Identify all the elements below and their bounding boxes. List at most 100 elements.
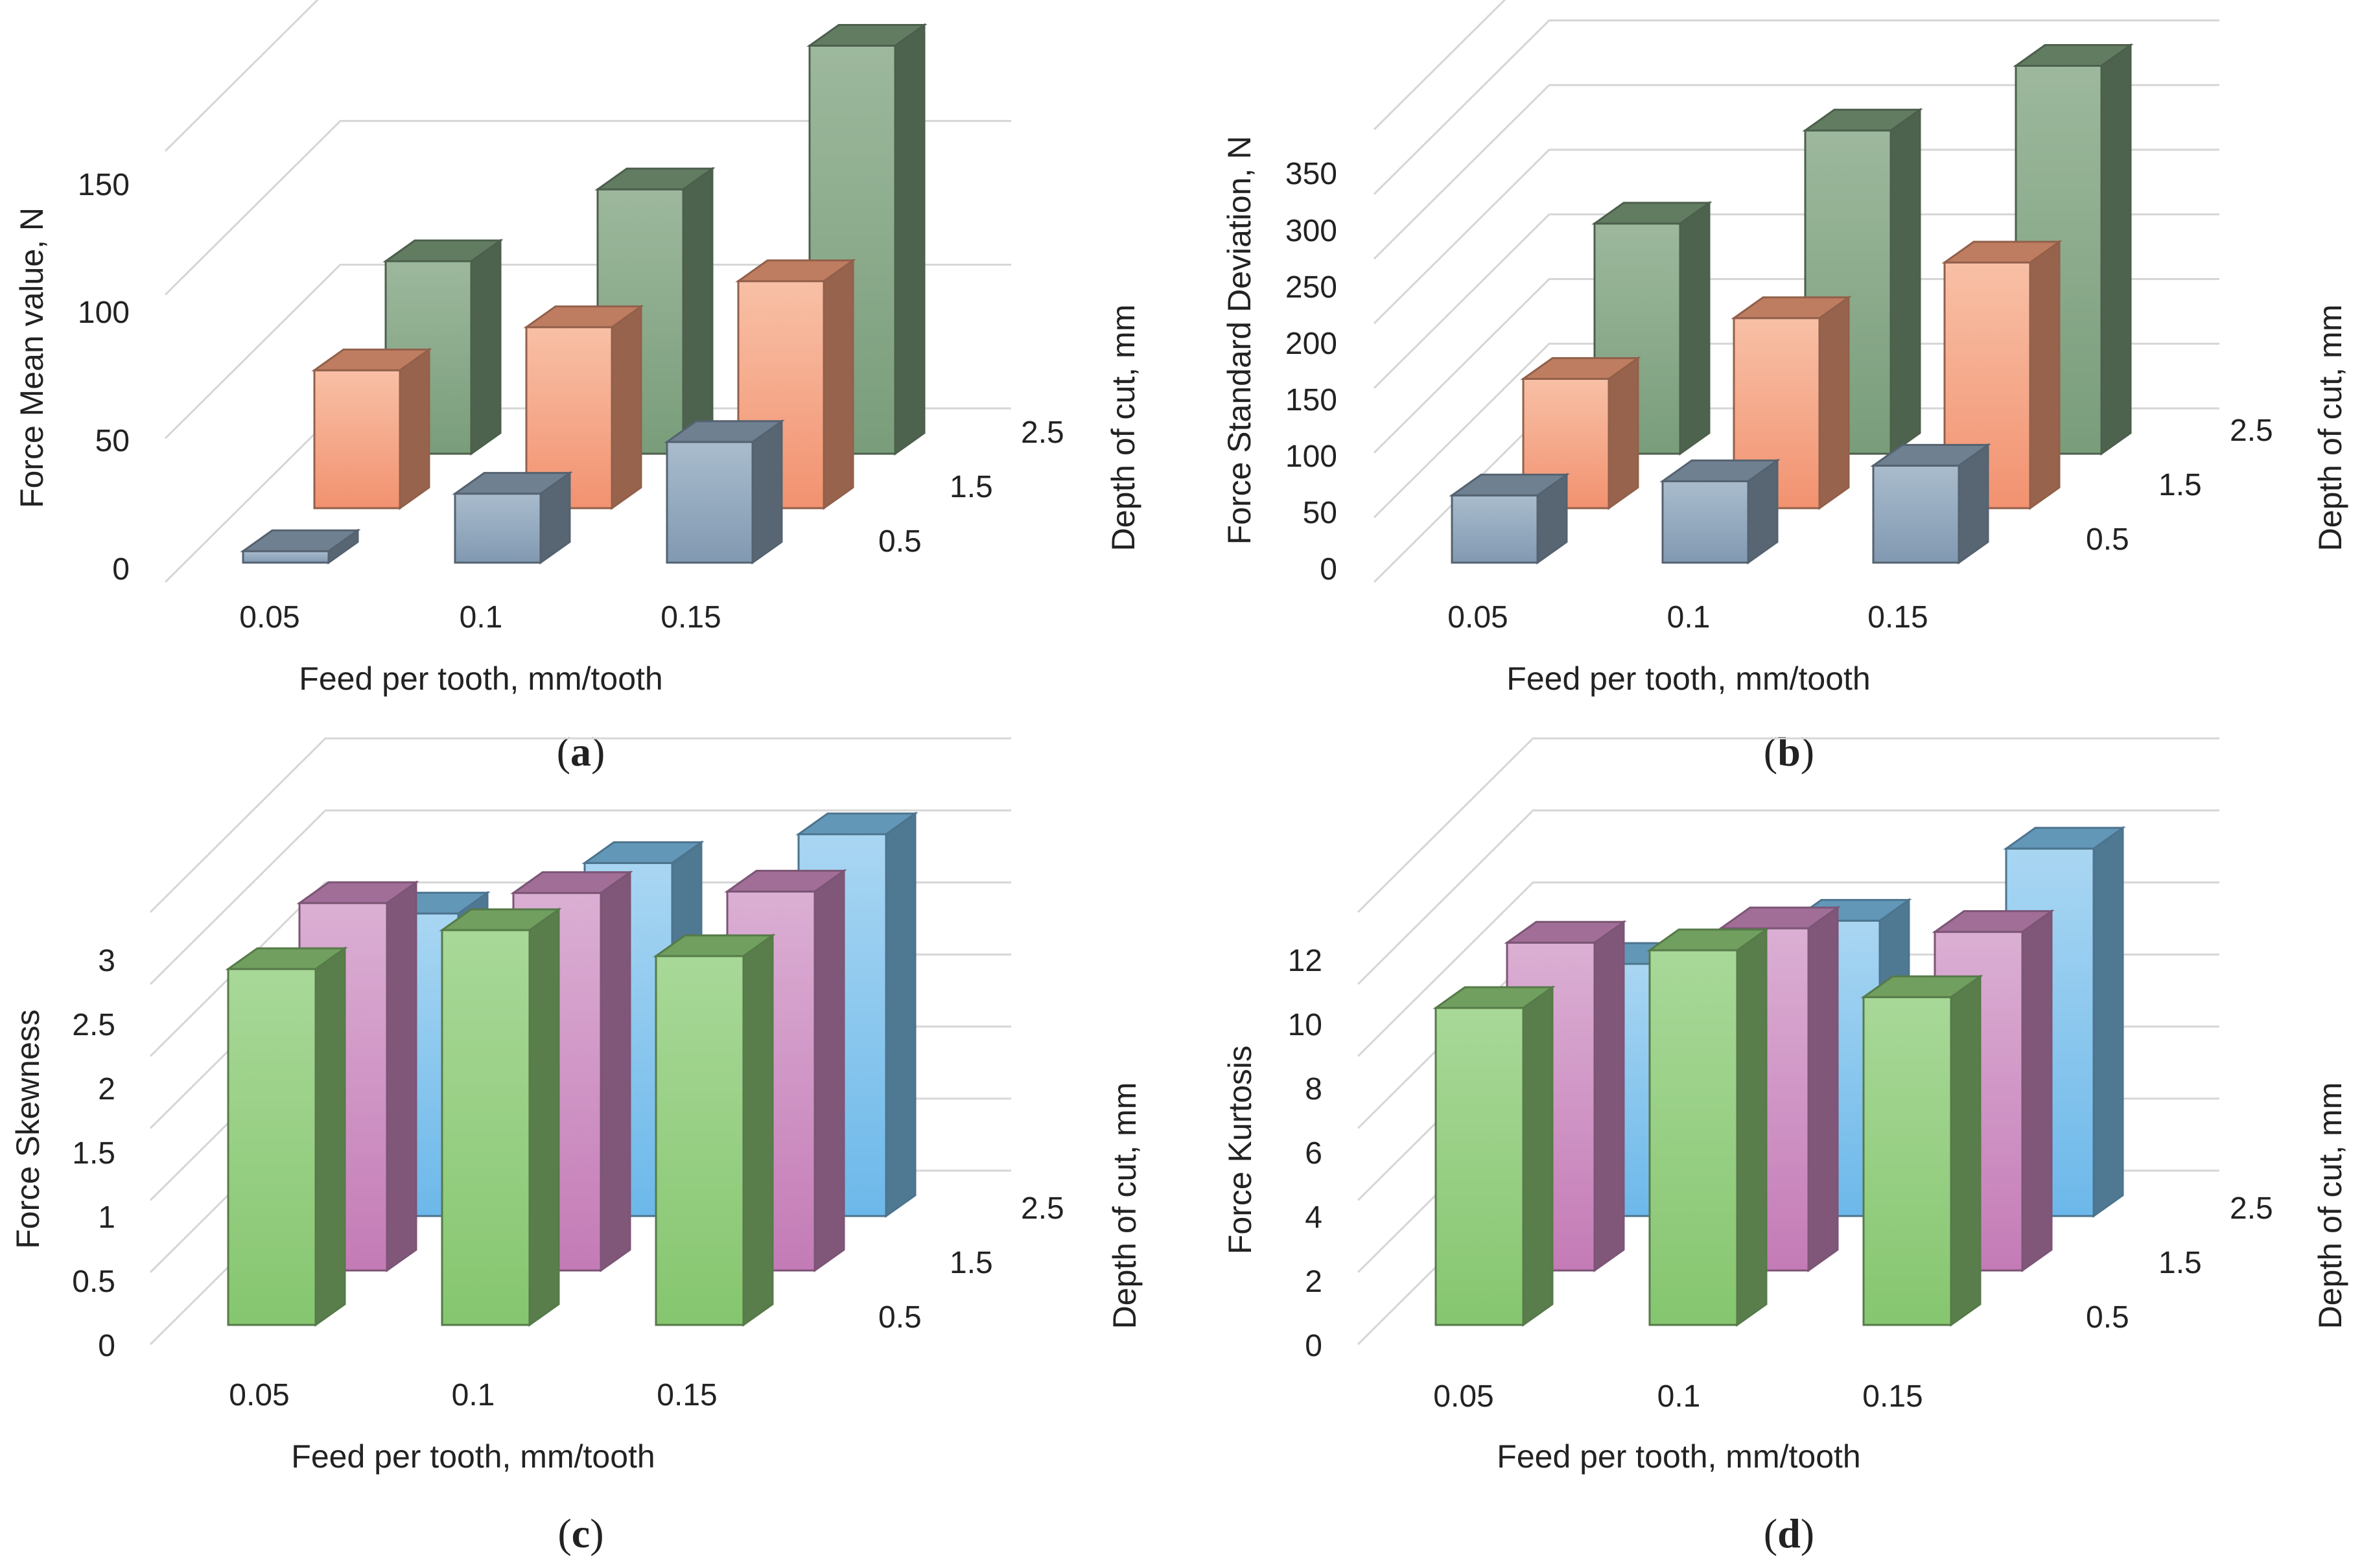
- chart-c-y-tick: 3: [98, 944, 115, 978]
- chart-a-bars: [240, 23, 928, 565]
- bar-top: [1802, 108, 1923, 132]
- bar-side: [600, 870, 631, 1272]
- gridline: [164, 120, 1011, 296]
- chart-a-x-tick: 0.15: [661, 600, 721, 635]
- gridline: [1357, 809, 2219, 985]
- bar-a-0.5-0.1: [452, 471, 573, 565]
- bar-side: [1522, 985, 1554, 1327]
- chart-b-depth-tick: 2.5: [2230, 414, 2273, 448]
- chart-d-y-tick: 6: [1305, 1136, 1322, 1171]
- chart-a-y-tick: 50: [95, 424, 130, 458]
- bar-side: [1608, 356, 1639, 510]
- bar-a-0.5-0.15: [664, 419, 785, 565]
- chart-c-z-axis-title: Depth of cut, mm: [1106, 1082, 1143, 1329]
- chart-c-caption: (c): [557, 1510, 603, 1556]
- chart-b-y-tick: 0: [1320, 552, 1337, 587]
- bar-top: [1860, 975, 1983, 998]
- gridline: [149, 809, 1011, 985]
- bar-side: [894, 23, 926, 456]
- bar-top: [581, 841, 705, 864]
- bar-d-0.5-0.15: [1860, 974, 1983, 1327]
- bar-top: [664, 420, 785, 443]
- chart-b-x-tick: 0.15: [1867, 600, 1928, 635]
- chart-c-y-tick: 0: [98, 1329, 115, 1363]
- chart-panel-c: 0 0.5 1 1.5 2 2.5 3 0.05 0.1 0.15 2.5 1.…: [10, 737, 1143, 1556]
- bar-c-0.5-0.05: [225, 946, 348, 1327]
- chart-b-y-tick: 250: [1285, 270, 1337, 305]
- bar-top: [1520, 357, 1641, 380]
- bar-side: [742, 933, 774, 1327]
- chart-d-x-axis-title: Feed per tooth, mm/tooth: [1497, 1438, 1860, 1475]
- chart-b-y-ticks: 0 50 100 150 200 250 300 350: [1285, 157, 1337, 587]
- chart-b-bars: [1449, 43, 2134, 565]
- chart-a-caption: (a): [557, 729, 605, 775]
- bar-a-0.5-0.05: [240, 528, 361, 565]
- bar-front: [1661, 480, 1749, 564]
- chart-b-y-tick: 150: [1285, 383, 1337, 417]
- chart-d-caption: (d): [1764, 1510, 1814, 1556]
- bar-top: [296, 881, 419, 904]
- chart-a-caption-letter: a: [570, 729, 591, 775]
- bar-side: [470, 239, 502, 456]
- bar-top: [1941, 240, 2063, 264]
- chart-d-y-tick: 10: [1288, 1008, 1322, 1042]
- bar-side: [1818, 295, 1850, 510]
- chart-c-y-tick: 2.5: [72, 1008, 115, 1042]
- bar-b-0.5-0.1: [1659, 458, 1781, 565]
- bar-top: [1449, 473, 1570, 497]
- bar-c-0.5-0.15: [653, 933, 776, 1327]
- bar-d-0.5-0.1: [1646, 928, 1770, 1327]
- bar-top: [311, 348, 432, 371]
- bar-front: [441, 929, 531, 1326]
- bar-side: [611, 304, 642, 510]
- bar-side: [2029, 240, 2061, 510]
- chart-d-x-tick: 0.1: [1657, 1379, 1701, 1414]
- chart-d-depth-ticks: 2.5 1.5 0.5: [2086, 1191, 2273, 1335]
- chart-b-caption-letter: b: [1777, 729, 1801, 775]
- chart-c-y-tick: 0.5: [72, 1265, 115, 1299]
- chart-d-depth-tick: 1.5: [2158, 1246, 2202, 1280]
- gridline: [149, 737, 1011, 913]
- bar-side: [2092, 826, 2124, 1218]
- bar-top: [1646, 928, 1770, 952]
- chart-b-depth-tick: 0.5: [2086, 522, 2129, 557]
- bar-top: [382, 239, 504, 263]
- chart-b-y-tick: 200: [1285, 327, 1337, 361]
- bar-top: [1932, 910, 2055, 933]
- chart-d-bars: [1432, 826, 2126, 1327]
- bar-side: [2100, 43, 2132, 456]
- chart-b-z-axis-title: Depth of cut, mm: [2312, 305, 2348, 552]
- bar-top: [1731, 296, 1852, 320]
- chart-d-x-tick: 0.05: [1433, 1379, 1493, 1414]
- bar-side: [813, 869, 845, 1272]
- chart-c-y-ticks: 0 0.5 1 1.5 2 2.5 3: [72, 944, 115, 1363]
- chart-d-x-tick: 0.15: [1862, 1379, 1923, 1414]
- bar-top: [594, 167, 716, 191]
- bar-top: [510, 871, 633, 895]
- bar-top: [225, 947, 348, 970]
- chart-d-y-tick: 4: [1305, 1200, 1322, 1235]
- chart-d-y-tick: 12: [1288, 944, 1322, 978]
- bar-side: [1679, 200, 1711, 456]
- bar-front: [1862, 996, 1952, 1326]
- chart-a-y-tick: 100: [78, 296, 130, 330]
- chart-b-x-ticks: 0.05 0.1 0.15: [1447, 600, 1928, 635]
- bar-c-0.5-0.1: [439, 907, 562, 1327]
- bar-side: [2021, 909, 2053, 1272]
- bar-top: [523, 305, 644, 329]
- chart-c-depth-tick: 1.5: [950, 1246, 993, 1280]
- chart-c-caption-letter: c: [572, 1510, 590, 1556]
- chart-a-y-ticks: 0 50 100 150: [78, 168, 130, 587]
- chart-c-y-tick: 1.5: [72, 1136, 115, 1171]
- chart-d-x-ticks: 0.05 0.1 0.15: [1433, 1379, 1923, 1414]
- chart-b-depth-ticks: 2.5 1.5 0.5: [2086, 414, 2273, 557]
- bar-top: [1432, 986, 1556, 1009]
- chart-c-depth-ticks: 2.5 1.5 0.5: [878, 1191, 1064, 1335]
- bar-top: [724, 869, 847, 893]
- chart-panel-d: 0 2 4 6 8 10 12 0.05 0.1 0.15 2.5 1.5 0.…: [1222, 737, 2348, 1556]
- bar-top: [2013, 44, 2134, 67]
- bar-top: [795, 812, 918, 836]
- chart-a-y-axis-title: Force Mean value, N: [14, 207, 50, 508]
- chart-b-x-tick: 0.05: [1447, 600, 1508, 635]
